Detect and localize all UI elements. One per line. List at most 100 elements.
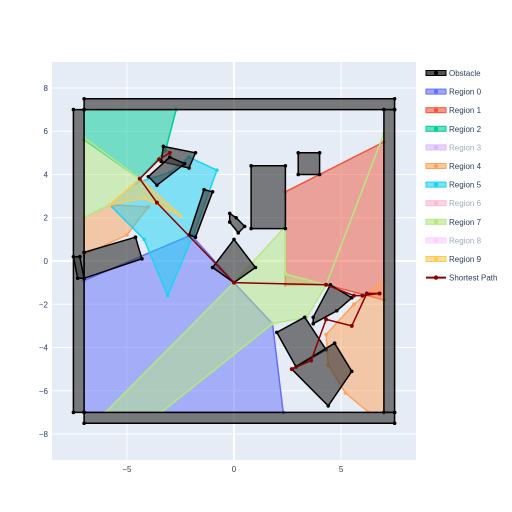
- shortest-path-point: [324, 317, 329, 322]
- obstacle-vertex: [71, 254, 76, 259]
- region-7-vertex: [283, 272, 288, 276]
- obstacle-polygon: [83, 98, 396, 111]
- legend-label: Region 0: [449, 88, 482, 97]
- obstacle-vertex: [193, 235, 198, 240]
- region-4-vertex: [352, 302, 356, 307]
- obstacle-vertex: [249, 164, 253, 168]
- legend-item-obstacle[interactable]: Obstacle: [425, 69, 481, 78]
- obstacle-vertex: [232, 237, 236, 242]
- legend-item-region-4[interactable]: Region 4: [425, 162, 482, 171]
- obstacle-vertex: [210, 189, 215, 194]
- obstacle-vertex: [236, 231, 241, 235]
- x-tick-label: 5: [339, 465, 344, 474]
- shortest-path-point: [349, 323, 354, 328]
- legend-item-region-7[interactable]: Region 7: [425, 218, 482, 227]
- region-5-vertex: [165, 293, 170, 298]
- legend-label: Region 4: [449, 162, 482, 171]
- legend-marker: [433, 163, 439, 169]
- legend-marker: [433, 275, 439, 280]
- legend-item-shortest-path[interactable]: Shortest Path: [426, 274, 497, 283]
- obstacle-polygon: [297, 152, 321, 176]
- obstacle-vertex: [392, 421, 397, 426]
- region-9-vertex: [108, 202, 112, 207]
- shortest-path-point: [232, 280, 236, 285]
- legend-swatch: [425, 237, 447, 244]
- legend-item-region-3[interactable]: Region 3: [425, 143, 482, 152]
- legend-label: Region 9: [449, 255, 482, 264]
- legend-label: Region 3: [449, 143, 482, 152]
- obstacle-vertex: [382, 107, 386, 112]
- obstacle-vertex: [275, 330, 279, 335]
- shortest-path-point: [377, 291, 382, 296]
- legend-marker: [433, 201, 439, 206]
- y-tick-label: 0: [44, 257, 49, 266]
- legend-item-region-1[interactable]: Region 1: [425, 106, 482, 115]
- y-tick-label: −6: [39, 387, 49, 396]
- legend-item-region-9[interactable]: Region 9: [425, 255, 482, 264]
- legend-item-region-8[interactable]: Region 8: [425, 236, 482, 245]
- legend-item-region-5[interactable]: Region 5: [425, 181, 482, 190]
- shortest-path-point: [351, 293, 356, 298]
- legend-marker: [433, 219, 439, 224]
- obstacle-vertex: [161, 144, 166, 149]
- legend-label: Region 1: [449, 106, 482, 115]
- obstacle-vertex: [71, 410, 76, 415]
- region-4-vertex: [343, 391, 348, 395]
- obstacle-vertex: [392, 96, 397, 101]
- shortest-path-point: [324, 282, 329, 287]
- y-tick-label: 6: [44, 127, 49, 136]
- shortest-path-line: [138, 152, 380, 370]
- obstacle-vertex: [283, 164, 288, 168]
- obstacle-vertex: [317, 151, 322, 155]
- legend-marker: [433, 89, 439, 94]
- y-tick-label: −4: [39, 344, 49, 353]
- obstacle-vertex: [392, 410, 397, 415]
- obstacles: [71, 96, 397, 426]
- region-4-vertex: [125, 233, 129, 237]
- obstacle-vertex: [311, 315, 316, 320]
- obstacle-vertex: [317, 172, 322, 177]
- obstacle-vertex: [82, 276, 86, 281]
- obstacle-vertex: [227, 220, 232, 224]
- region-4-vertex: [324, 332, 328, 337]
- legend-marker: [433, 126, 439, 131]
- obstacle-vertex: [302, 315, 307, 320]
- y-tick-label: −2: [39, 300, 49, 309]
- shortest-path-point: [289, 367, 294, 372]
- legend-marker: [433, 145, 439, 150]
- obstacle-vertex: [210, 265, 215, 270]
- obstacle-vertex: [296, 151, 301, 155]
- region-9-vertex: [142, 196, 146, 201]
- region-5-vertex: [215, 168, 219, 172]
- obstacle-vertex: [202, 187, 206, 192]
- legend-label: Region 8: [449, 236, 482, 245]
- shortest-path-point: [137, 176, 142, 181]
- obstacle-vertex: [71, 107, 76, 112]
- legend-marker: [433, 182, 439, 187]
- legend-item-region-2[interactable]: Region 2: [425, 125, 482, 134]
- obstacle-vertex: [234, 215, 238, 220]
- x-tick-label: 0: [232, 465, 237, 474]
- legend-marker: [433, 256, 439, 262]
- legend-item-region-6[interactable]: Region 6: [425, 199, 482, 208]
- y-tick-label: 4: [44, 170, 49, 179]
- legend-item-region-0[interactable]: Region 0: [425, 88, 482, 97]
- obstacle-vertex: [78, 254, 82, 259]
- y-tick-label: −8: [39, 430, 49, 439]
- obstacle-vertex: [311, 321, 316, 326]
- legend-label: Region 5: [449, 181, 482, 190]
- legend-marker: [433, 70, 439, 76]
- obstacle-polygon: [250, 165, 287, 230]
- x-tick-label: −5: [122, 465, 132, 474]
- obstacle-vertex: [249, 226, 253, 231]
- region-7-vertex: [270, 321, 275, 326]
- region-5-vertex: [142, 237, 146, 242]
- legend-marker: [433, 238, 439, 243]
- obstacle-vertex: [75, 276, 80, 281]
- obstacle-vertex: [167, 155, 172, 159]
- obstacle-vertex: [82, 421, 86, 426]
- legend-label: Shortest Path: [449, 274, 497, 283]
- shortest-path-point: [167, 150, 172, 155]
- obstacle-polygon: [83, 411, 396, 424]
